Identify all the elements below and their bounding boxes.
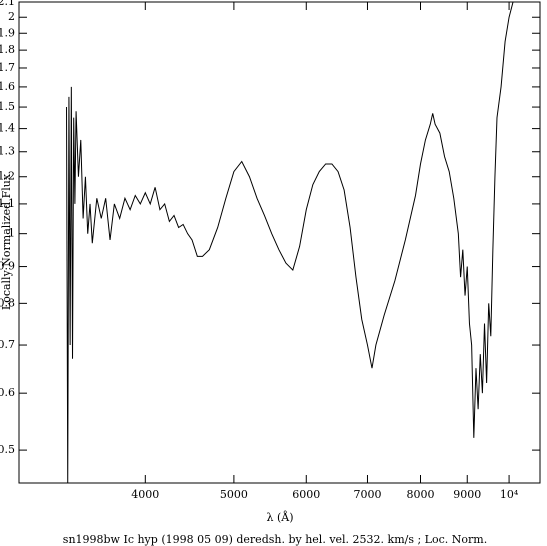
- y-tick-label: 1.8: [0, 43, 15, 56]
- x-tick-label: 9000: [453, 488, 481, 501]
- spectrum-line: [66, 1, 514, 484]
- y-tick-label: 1: [8, 227, 15, 240]
- x-axis-label: λ (Å): [267, 510, 294, 524]
- y-tick-label: 0.8: [0, 296, 15, 309]
- x-tick-label: 5000: [220, 488, 248, 501]
- y-tick-label: 0.9: [0, 260, 15, 273]
- x-tick-label: 6000: [292, 488, 320, 501]
- y-tick-label: 0.7: [0, 338, 15, 351]
- y-axis-label: Locally Normalized Flux: [0, 173, 13, 310]
- y-tick-label: 1.1: [0, 197, 15, 210]
- y-tick-label: 2.1: [0, 0, 15, 8]
- y-tick-label: 0.6: [0, 386, 15, 399]
- x-tick-label: 8000: [406, 488, 434, 501]
- y-tick-label: 1.9: [0, 26, 15, 39]
- y-tick-label: 1.5: [0, 100, 15, 113]
- x-tick-label: 7000: [353, 488, 381, 501]
- y-tick-label: 1.7: [0, 61, 15, 74]
- y-tick-label: 1.2: [0, 170, 15, 183]
- y-tick-label: 2: [8, 10, 15, 23]
- y-tick-label: 0.5: [0, 443, 15, 456]
- y-tick-label: 1.4: [0, 122, 15, 135]
- y-tick-label: 1.3: [0, 145, 15, 158]
- plot-frame: [18, 1, 541, 484]
- x-tick-label: 10⁴: [500, 488, 519, 501]
- caption: sn1998bw Ic hyp (1998 05 09) deredsh. by…: [63, 533, 487, 546]
- y-tick-label: 1.6: [0, 80, 15, 93]
- x-tick-label: 4000: [131, 488, 159, 501]
